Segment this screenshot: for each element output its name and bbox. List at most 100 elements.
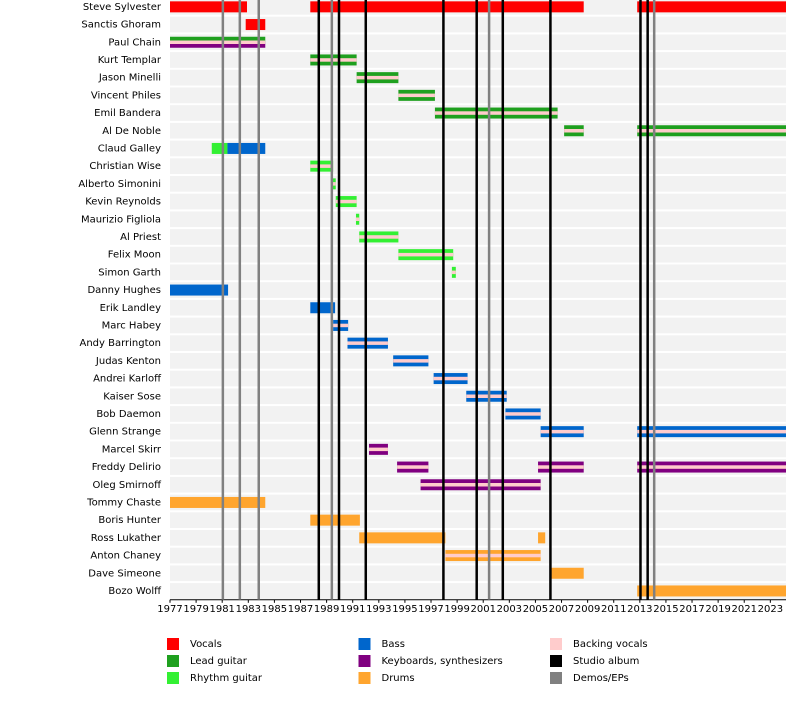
x-tick-label: 1983: [236, 604, 261, 615]
backing-vocals-stripe: [466, 394, 507, 398]
x-tick-label: 1997: [418, 604, 443, 615]
x-tick-label: 1979: [183, 604, 208, 615]
row-band: [170, 583, 786, 599]
row-band: [170, 122, 786, 139]
backing-vocals-stripe: [347, 341, 388, 345]
backing-vocals-stripe: [433, 376, 468, 381]
x-tick-label: 2015: [653, 604, 678, 615]
x-tick-label: 1999: [444, 604, 469, 615]
member-bar: [245, 19, 266, 31]
member-name: Andrei Karloff: [93, 374, 162, 385]
row-band: [170, 229, 786, 245]
row-band: [170, 353, 786, 369]
member-name: Maurizio Figliola: [81, 214, 161, 225]
x-tick-label: 2023: [758, 604, 783, 615]
legend-label: Lead guitar: [190, 656, 248, 667]
member-bar: [310, 514, 360, 526]
row-band: [170, 34, 786, 51]
row-band: [170, 530, 786, 546]
backing-vocals-stripe: [451, 270, 456, 275]
member-bar: [170, 42, 266, 48]
member-name: Kurt Templar: [98, 55, 162, 66]
x-tick-label: 2017: [679, 604, 704, 615]
x-tick-label: 2003: [497, 604, 522, 615]
member-name: Felix Moon: [108, 250, 161, 261]
member-name: Anton Chaney: [90, 551, 161, 562]
row-band: [170, 335, 786, 351]
backing-vocals-stripe: [333, 323, 349, 328]
legend-swatch: [358, 655, 371, 667]
member-name: Erik Landley: [100, 303, 161, 314]
member-name: Boris Hunter: [98, 515, 162, 526]
row-band: [170, 282, 786, 298]
row-band: [170, 52, 786, 68]
member-bar: [637, 585, 786, 597]
member-name: Vincent Philes: [91, 90, 161, 101]
member-name: Sanctis Ghoram: [81, 20, 161, 31]
backing-vocals-stripe: [564, 129, 584, 133]
member-name: Bob Daemon: [96, 409, 161, 420]
row-band: [170, 211, 786, 228]
row-band: [170, 87, 786, 104]
row-band: [170, 423, 786, 440]
row-band: [170, 193, 786, 210]
member-name: Claud Galley: [98, 143, 161, 154]
row-band: [170, 512, 786, 528]
legend-swatch: [550, 638, 562, 650]
member-bar: [310, 302, 336, 314]
member-bar: [170, 36, 266, 43]
backing-vocals-stripe: [505, 412, 541, 416]
row-band: [170, 370, 786, 387]
backing-vocals-stripe: [170, 40, 266, 44]
backing-vocals-stripe: [356, 75, 399, 80]
member-name: Bozo Wolff: [108, 586, 162, 597]
member-name: Alberto Simonini: [78, 179, 161, 190]
x-tick-label: 2005: [523, 604, 548, 615]
row-band: [170, 69, 786, 86]
x-tick-label: 2009: [575, 604, 600, 615]
x-tick-label: 2011: [601, 604, 626, 615]
member-bar: [359, 532, 446, 544]
row-band: [170, 176, 786, 192]
member-bar: [637, 1, 786, 13]
member-bar: [170, 1, 247, 13]
row-band: [170, 299, 786, 316]
backing-vocals-stripe: [397, 465, 429, 469]
row-band: [170, 246, 786, 263]
legend-swatch: [167, 655, 179, 667]
x-tick-label: 1995: [392, 604, 417, 615]
member-name: Christian Wise: [89, 161, 161, 172]
row-band: [170, 140, 786, 157]
member-name: Danny Hughes: [87, 285, 161, 296]
x-tick-label: 1985: [262, 604, 287, 615]
legend-label: Studio album: [573, 656, 639, 667]
x-tick-label: 1993: [366, 604, 391, 615]
legend-label: Demos/EPs: [573, 673, 629, 684]
member-name: Andy Barrington: [80, 338, 162, 349]
legend-label: Rhythm guitar: [190, 673, 263, 684]
backing-vocals-stripe: [637, 129, 786, 133]
x-tick-label: 2021: [732, 604, 757, 615]
member-name: Tommy Chaste: [86, 497, 161, 508]
row-band: [170, 406, 786, 422]
legend-swatch: [167, 638, 179, 650]
member-name: Dave Simeone: [88, 568, 161, 579]
legend-swatch: [550, 672, 562, 684]
backing-vocals-stripe: [355, 217, 360, 221]
backing-vocals-stripe: [398, 252, 454, 257]
backing-vocals-stripe: [420, 483, 541, 487]
row-band: [170, 494, 786, 511]
x-tick-label: 2013: [627, 604, 652, 615]
member-bar: [550, 567, 584, 579]
backing-vocals-stripe: [369, 447, 388, 452]
member-name: Al Priest: [120, 232, 161, 243]
backing-vocals-stripe: [637, 429, 786, 434]
x-tick-label: 1977: [157, 604, 182, 615]
member-name: Oleg Smirnoff: [93, 480, 163, 491]
x-tick-label: 2019: [705, 604, 730, 615]
x-tick-label: 1981: [209, 604, 234, 615]
member-name: Kevin Reynolds: [85, 197, 161, 208]
row-band: [170, 317, 786, 334]
member-name: Jason Minelli: [98, 73, 161, 84]
legend-label: Keyboards, synthesizers: [382, 656, 503, 667]
